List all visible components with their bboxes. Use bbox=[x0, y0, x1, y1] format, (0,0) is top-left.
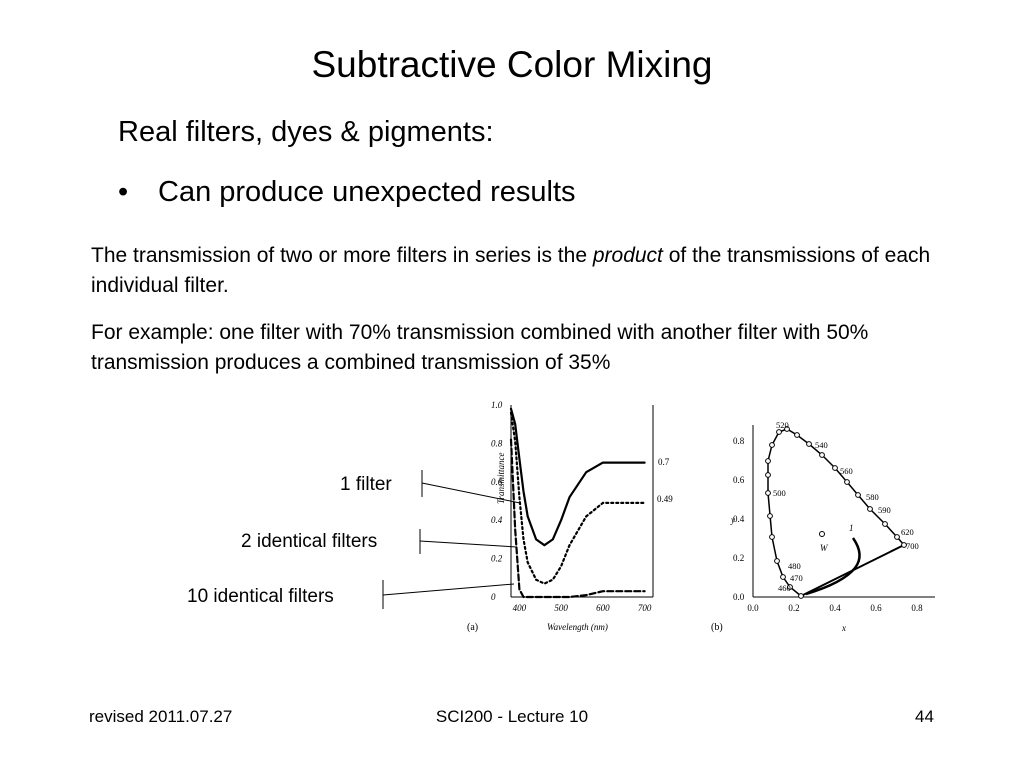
wavelength-label: 470 bbox=[790, 573, 803, 583]
wavelength-label: 580 bbox=[866, 492, 879, 502]
section-heading: Real filters, dyes & pigments: bbox=[118, 116, 494, 148]
slide-number: 44 bbox=[915, 707, 934, 726]
transmittance-chart: 1.0 0.8 0.6 0.4 0.2 0 400 500 600 700 Transmitta… bbox=[467, 400, 673, 633]
wavelength-marker bbox=[894, 534, 900, 540]
y-tick-label: 0.6 bbox=[491, 477, 503, 487]
x-tick-label: 400 bbox=[513, 603, 527, 613]
callout-1-filter: 1 filter bbox=[340, 474, 392, 495]
paragraph-text: The transmission of two or more filters … bbox=[91, 244, 593, 267]
b-x-tick-label: 0.2 bbox=[788, 603, 799, 613]
b-y-tick-label: 0.6 bbox=[733, 475, 745, 485]
wavelength-marker bbox=[769, 442, 775, 448]
y-tick-labels: 1.0 0.8 0.6 0.4 0.2 0 bbox=[491, 400, 503, 602]
curve-label: 1 bbox=[849, 523, 854, 533]
y-tick-label: 1.0 bbox=[491, 400, 503, 410]
wavelength-label: 620 bbox=[901, 527, 914, 537]
wavelength-label: 460 bbox=[778, 583, 791, 593]
filter-chromaticity-curve bbox=[805, 537, 861, 596]
footer-revised-date: revised 2011.07.27 bbox=[89, 707, 233, 726]
b-y-tick-label: 0.4 bbox=[733, 514, 745, 524]
callout-2-filters: 2 identical filters bbox=[241, 531, 378, 552]
wavelength-marker bbox=[765, 490, 771, 496]
wavelength-marker bbox=[767, 513, 773, 519]
white-point-marker bbox=[819, 531, 825, 537]
paragraph-text: of the transmissions of each individual … bbox=[91, 244, 931, 297]
footer-course: SCI200 - Lecture 10 bbox=[435, 707, 589, 726]
wavelength-marker bbox=[798, 593, 804, 599]
x-axis-label: Wavelength (nm) bbox=[547, 622, 608, 632]
end-label-1-filter: 0.7 bbox=[658, 457, 670, 467]
series-lines bbox=[509, 407, 646, 599]
emphasis-product: product bbox=[592, 244, 663, 267]
x-tick-label: 600 bbox=[596, 603, 610, 613]
series-line-1 bbox=[509, 407, 646, 547]
wavelength-marker bbox=[819, 452, 825, 458]
panel-label-a: (a) bbox=[467, 622, 478, 633]
wavelength-marker bbox=[784, 426, 790, 432]
series-line-3 bbox=[509, 438, 646, 599]
wavelength-marker bbox=[806, 441, 812, 447]
panel-label-b: (b) bbox=[711, 622, 723, 633]
x-tick-label: 500 bbox=[554, 603, 568, 613]
chromaticity-diagram: 0.0 0.2 0.4 0.6 0.8 0.8 0.6 0.4 0.2 0.0 520 540 560… bbox=[711, 420, 935, 633]
wavelength-marker bbox=[780, 574, 786, 580]
wavelength-marker bbox=[844, 479, 850, 485]
bullet-item: • Can produce unexpected results bbox=[118, 176, 576, 209]
wavelength-marker bbox=[769, 534, 775, 540]
wavelength-marker bbox=[855, 492, 861, 498]
b-tick-labels: 0.0 0.2 0.4 0.6 0.8 0.8 0.6 0.4 0.2 0.0 bbox=[733, 436, 923, 613]
bullet-marker: • bbox=[118, 176, 129, 208]
wavelength-label: 480 bbox=[788, 561, 801, 571]
series-line-2 bbox=[509, 411, 646, 585]
b-x-tick-label: 0.0 bbox=[747, 603, 759, 613]
wavelength-label: 590 bbox=[878, 505, 891, 515]
wavelength-label: 700 bbox=[906, 541, 919, 551]
wavelength-label: 560 bbox=[840, 466, 853, 476]
wavelength-label: 520 bbox=[776, 420, 789, 430]
x-tick-label: 700 bbox=[638, 603, 652, 613]
wavelength-label: 500 bbox=[773, 488, 786, 498]
spectral-locus bbox=[767, 428, 905, 597]
callout-leader bbox=[382, 583, 515, 596]
wavelength-marker bbox=[832, 465, 838, 471]
slide-title: Subtractive Color Mixing bbox=[311, 44, 713, 85]
wavelength-marker bbox=[882, 521, 888, 527]
y-tick-label: 0.8 bbox=[491, 438, 503, 448]
y-tick-label: 0.4 bbox=[491, 515, 503, 525]
wavelength-marker bbox=[901, 542, 907, 548]
paragraph-product-rule: The transmission of two or more filters … bbox=[91, 241, 951, 301]
wavelength-marker bbox=[867, 506, 873, 512]
wavelength-marker bbox=[787, 584, 793, 590]
end-label-2-filters: 0.49 bbox=[657, 494, 673, 504]
white-point-label: W bbox=[820, 543, 829, 553]
wavelength-marker bbox=[776, 429, 782, 435]
callout-leader bbox=[421, 482, 521, 504]
wavelength-marker bbox=[794, 432, 800, 438]
b-y-tick-label: 0.0 bbox=[733, 592, 745, 602]
y-tick-label: 0.2 bbox=[491, 554, 503, 564]
bullet-text: Can produce unexpected results bbox=[158, 176, 576, 208]
callout-10-filters: 10 identical filters bbox=[187, 586, 334, 607]
wavelength-marker bbox=[765, 458, 771, 464]
x-tick-labels: 400 500 600 700 bbox=[513, 603, 652, 613]
b-y-axis-label: y bbox=[730, 515, 735, 525]
y-axis-label: Transmittance bbox=[496, 452, 506, 504]
b-y-tick-label: 0.2 bbox=[733, 553, 744, 563]
paragraph-example: For example: one filter with 70% transmi… bbox=[91, 321, 869, 374]
b-y-tick-label: 0.8 bbox=[733, 436, 745, 446]
wavelength-label: 540 bbox=[815, 440, 828, 450]
wavelength-marker bbox=[774, 558, 780, 564]
b-x-tick-label: 0.8 bbox=[911, 603, 923, 613]
callout-leader bbox=[419, 540, 518, 548]
b-x-tick-label: 0.6 bbox=[870, 603, 882, 613]
b-x-tick-label: 0.4 bbox=[829, 603, 841, 613]
b-x-axis-label: x bbox=[841, 623, 846, 633]
y-tick-label: 0 bbox=[491, 592, 496, 602]
wavelength-marker bbox=[765, 472, 771, 478]
